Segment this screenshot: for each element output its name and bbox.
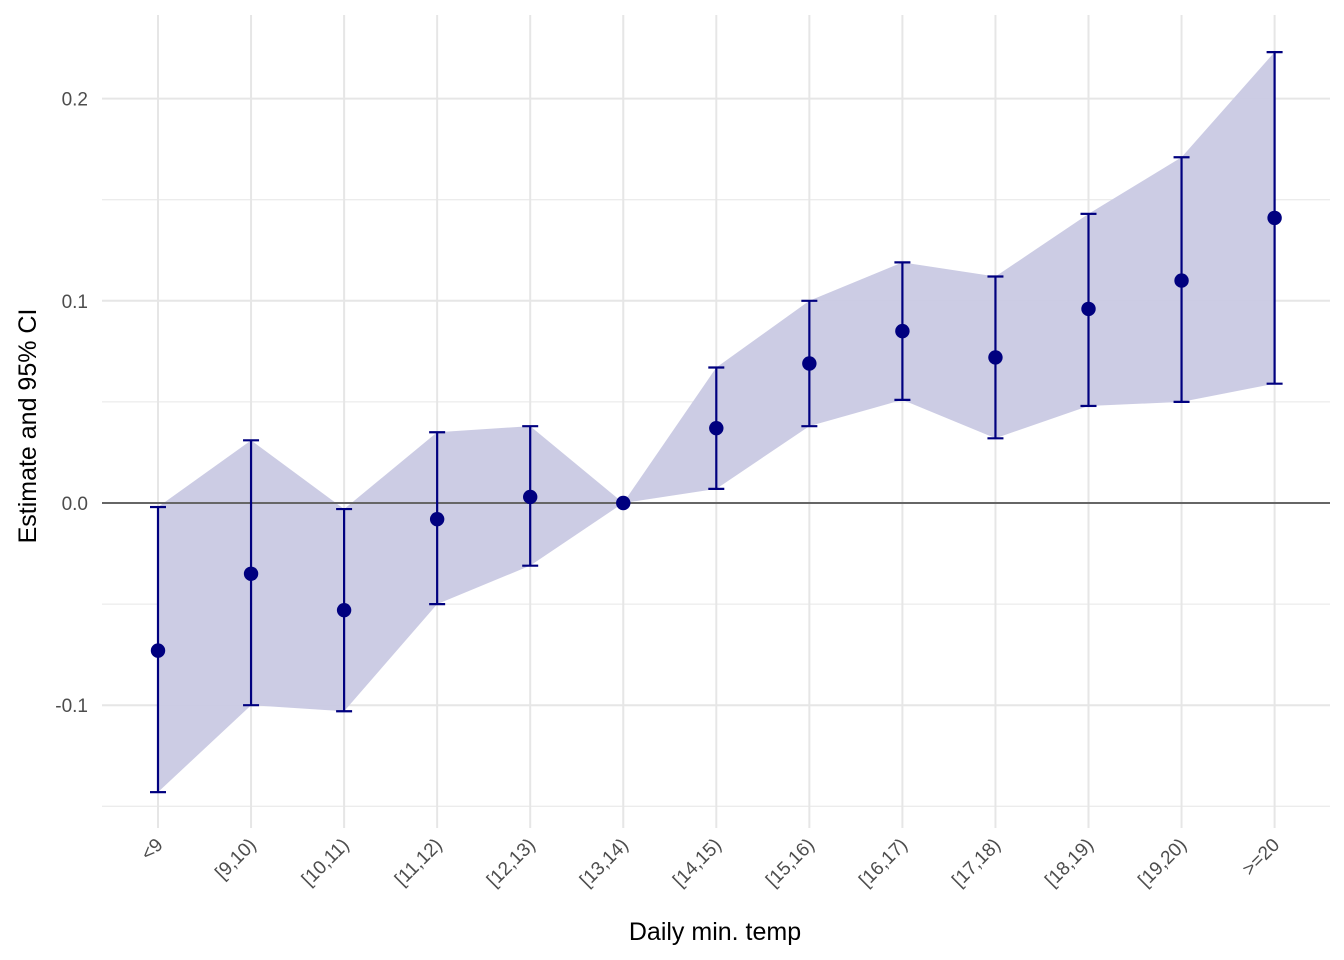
estimate-point bbox=[616, 495, 631, 511]
x-tick-label: [18,19) bbox=[1041, 835, 1098, 892]
estimate-point bbox=[802, 356, 817, 371]
x-tick-label: [11,12) bbox=[391, 835, 447, 891]
y-tick-label: 0.0 bbox=[62, 494, 88, 515]
y-axis-title: Estimate and 95% CI bbox=[14, 309, 42, 544]
x-tick-label: [10,11) bbox=[298, 835, 354, 891]
estimate-point bbox=[150, 643, 166, 658]
x-tick-label: [14,15) bbox=[669, 835, 726, 892]
x-tick-label: [19,20) bbox=[1134, 835, 1191, 892]
x-tick-label: [15,16) bbox=[762, 835, 819, 892]
x-tick-label: [12,13) bbox=[483, 835, 540, 892]
x-tick-label: [9,10) bbox=[211, 835, 260, 884]
estimate-point bbox=[895, 323, 910, 339]
estimate-point bbox=[988, 350, 1003, 365]
y-tick-label: 0.2 bbox=[62, 90, 88, 111]
x-axis-title: Daily min. temp bbox=[629, 918, 801, 946]
estimate-point bbox=[429, 511, 445, 527]
x-tick-label: [13,14) bbox=[576, 835, 633, 892]
estimate-point bbox=[1081, 301, 1096, 317]
estimate-point bbox=[709, 420, 724, 436]
x-tick-labels: <9 [9,10) [10,11) [11,12) [12,13) [13,14) [14,… bbox=[137, 835, 1284, 892]
y-tick-label: -0.1 bbox=[55, 696, 88, 717]
x-tick-label: [16,17) bbox=[855, 835, 912, 892]
y-tick-labels: -0.1 0.0 0.1 0.2 bbox=[55, 90, 88, 718]
estimate-point bbox=[523, 489, 538, 505]
estimate-point bbox=[336, 602, 352, 618]
x-tick-label: >=20 bbox=[1239, 835, 1284, 880]
y-tick-label: 0.1 bbox=[62, 292, 88, 313]
estimate-point bbox=[1267, 210, 1282, 226]
x-tick-label: [17,18) bbox=[948, 835, 1005, 892]
estimate-point bbox=[1174, 273, 1189, 288]
x-tick-label: <9 bbox=[137, 835, 167, 865]
point-layer bbox=[150, 210, 1282, 658]
estimate-point bbox=[243, 566, 259, 581]
